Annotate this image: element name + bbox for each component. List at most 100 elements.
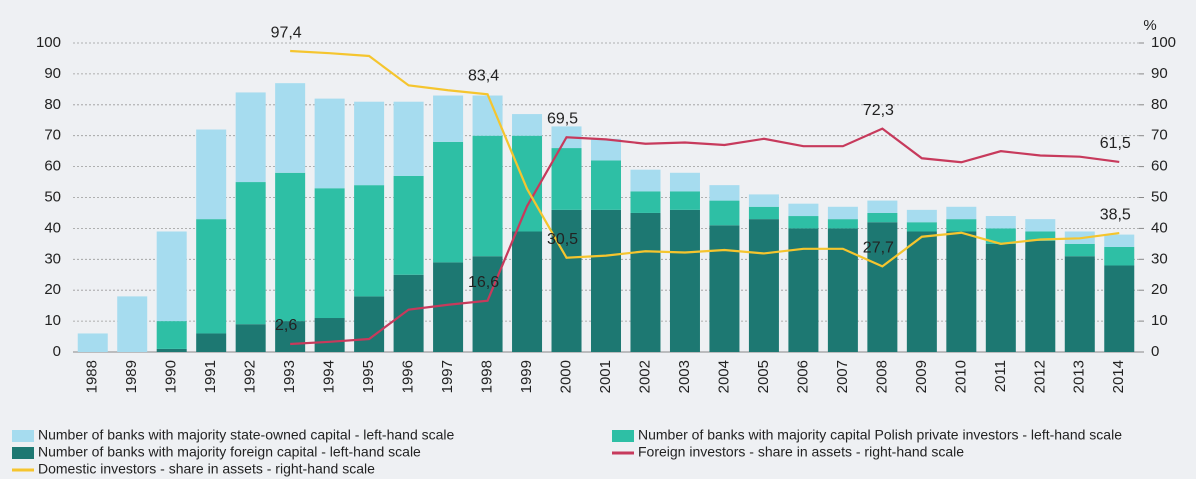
- bar-segment: [1025, 219, 1056, 232]
- data-label: 72,3: [863, 102, 894, 119]
- bar-segment: [788, 203, 819, 217]
- line-series: [290, 49, 1120, 268]
- bar-segment: [867, 200, 898, 213]
- legend-label: Foreign investors - share in assets - ri…: [638, 444, 964, 460]
- bar-segment: [196, 129, 227, 220]
- bar-segment: [906, 222, 937, 232]
- y-tick-label: 10: [44, 312, 61, 329]
- x-tick-label: 1990: [163, 360, 180, 393]
- data-label: 61,5: [1100, 135, 1131, 152]
- x-tick-label: 1988: [84, 360, 101, 393]
- x-tick-label: 2000: [557, 360, 574, 393]
- bar-segment: [748, 194, 779, 207]
- bar-segment: [314, 98, 345, 189]
- bar-segment: [748, 219, 779, 352]
- bar-segment: [669, 172, 700, 192]
- bar-segment: [590, 209, 622, 352]
- data-label: 30,5: [547, 231, 578, 248]
- bar-segment: [827, 228, 858, 352]
- data-label: 83,4: [468, 68, 499, 85]
- y2-tick-label: 40: [1151, 219, 1168, 236]
- bar-segment: [433, 141, 464, 263]
- bar-segment: [867, 222, 898, 352]
- bar-segment: [275, 83, 306, 173]
- legend-swatch: [612, 430, 634, 442]
- x-tick-label: 2013: [1071, 360, 1088, 393]
- x-tick-label: 2008: [873, 360, 890, 393]
- y2-tick-label: 90: [1151, 65, 1168, 82]
- y2-tick-label: 0: [1151, 343, 1159, 360]
- x-tick-label: 2014: [1110, 360, 1127, 393]
- data-label: 2,6: [275, 317, 297, 334]
- y2-tick-label: 60: [1151, 158, 1168, 175]
- legend-label: Number of banks with majority capital Po…: [638, 427, 1122, 443]
- x-tick-label: 1997: [439, 360, 456, 393]
- x-tick-label: 1989: [123, 360, 140, 393]
- bar-segment: [196, 219, 227, 334]
- bar-segment: [985, 216, 1016, 229]
- x-tick-label: 2005: [755, 360, 772, 393]
- y2-tick-label: 50: [1151, 188, 1168, 205]
- bar-segment: [630, 169, 661, 192]
- y2-tick-label: 70: [1151, 127, 1168, 144]
- bar-segment: [1025, 231, 1056, 241]
- bar-segment: [1025, 240, 1056, 352]
- bar-segment: [590, 160, 622, 210]
- bar-segment: [433, 95, 464, 142]
- bar-segment: [275, 172, 306, 322]
- data-label: 27,7: [863, 240, 894, 257]
- legend-label: Domestic investors - share in assets - r…: [38, 461, 375, 477]
- x-tick-label: 2012: [1031, 360, 1048, 393]
- y-tick-label: 70: [44, 127, 61, 144]
- x-tick-label: 1999: [518, 360, 535, 393]
- y-tick-label: 30: [44, 250, 61, 267]
- data-label: 38,5: [1100, 206, 1131, 223]
- x-tick-label: 2006: [794, 360, 811, 393]
- bar-segment: [946, 231, 977, 352]
- legend-label: Number of banks with majority state-owne…: [38, 427, 455, 443]
- bar-segment: [788, 228, 819, 352]
- bar-segment: [1104, 234, 1135, 247]
- bar-segment: [630, 191, 661, 213]
- x-tick-label: 1994: [321, 360, 338, 393]
- y-tick-label: 0: [53, 343, 61, 360]
- y-tick-label: 50: [44, 188, 61, 205]
- bar-segment: [827, 219, 858, 229]
- x-tick-label: 2004: [715, 360, 732, 393]
- bar-segment: [156, 321, 187, 349]
- y-tick-label: 100: [36, 34, 61, 51]
- bar-segment: [235, 324, 266, 352]
- x-tick-label: 1996: [400, 360, 417, 393]
- bar-segment: [709, 200, 740, 226]
- bar-segment: [946, 219, 977, 232]
- y2-tick-label: 80: [1151, 96, 1168, 113]
- x-tick-label: 2007: [834, 360, 851, 393]
- bar-segment: [472, 135, 503, 257]
- bar-segment: [827, 206, 858, 220]
- bar-segment: [354, 101, 385, 186]
- y-tick-label: 20: [44, 281, 61, 298]
- bar-segment: [1104, 265, 1135, 352]
- data-label: 97,4: [271, 24, 302, 41]
- bar-segment: [314, 318, 345, 352]
- bar-segment: [235, 92, 266, 183]
- bar-segment: [235, 182, 266, 325]
- y2-axis-label: %: [1143, 17, 1156, 34]
- bar-segment: [512, 114, 543, 136]
- x-tick-label: 2002: [636, 360, 653, 393]
- legend-swatch: [12, 447, 34, 459]
- data-label: 16,6: [468, 274, 499, 291]
- y2-tick-label: 20: [1151, 281, 1168, 298]
- line-series: [290, 127, 1120, 346]
- bar-segment: [709, 225, 740, 352]
- bar-segment: [985, 243, 1016, 352]
- bar-segment: [867, 212, 898, 223]
- y2-tick-label: 10: [1151, 312, 1168, 329]
- x-tick-label: 1993: [281, 360, 298, 393]
- bar-segment: [1104, 246, 1135, 266]
- bar-segment: [117, 296, 148, 352]
- bar-segment: [590, 138, 622, 161]
- bar-segment: [393, 175, 424, 275]
- bar-segment: [1064, 256, 1095, 352]
